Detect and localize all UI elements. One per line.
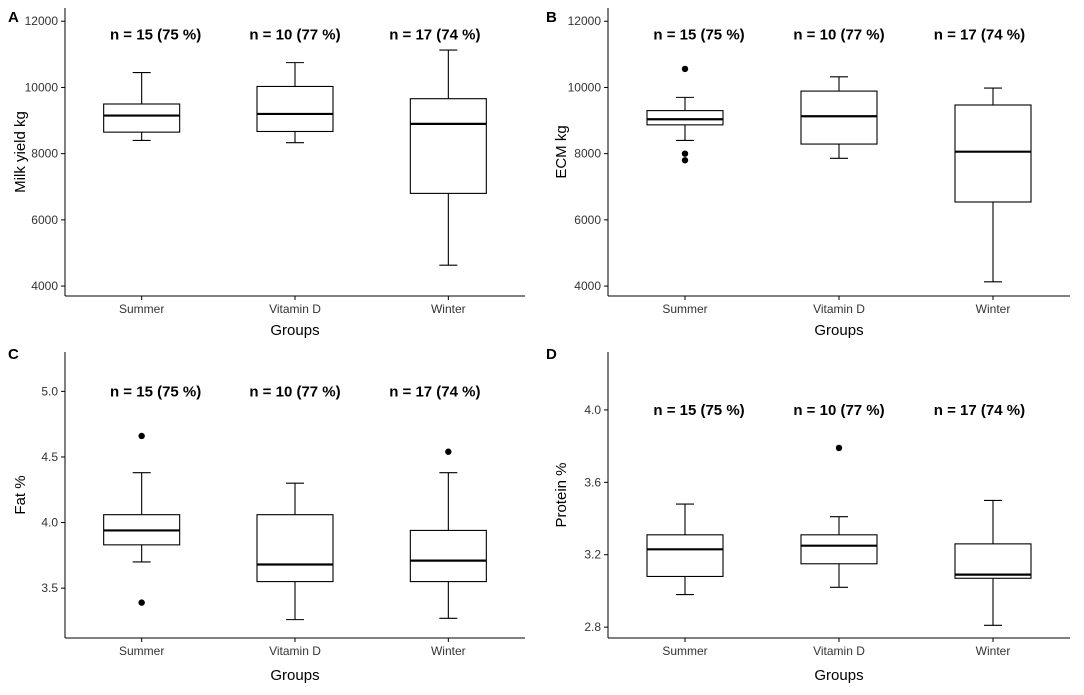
y-axis-title: Protein % <box>553 462 570 527</box>
iqr-box <box>954 543 1032 579</box>
panel-a: A 4000 6000 8000 10000 12000 Summer Vitamin D Wi… <box>8 8 525 339</box>
y-tick-label: 4.0 <box>584 403 601 417</box>
box-summer <box>103 432 181 606</box>
box-vitamin-d <box>256 62 334 144</box>
sample-size-annotation: n = 10 (77 %) <box>793 26 884 43</box>
box-vitamin-d <box>256 482 334 621</box>
x-tick-label: Vitamin D <box>269 302 321 316</box>
box-winter <box>409 49 487 266</box>
sample-size-annotation: n = 15 (75 %) <box>653 402 744 419</box>
sample-size-annotation: n = 17 (74 %) <box>389 383 480 400</box>
sample-size-annotation: n = 17 (74 %) <box>934 26 1025 43</box>
panel-b: B 4000 6000 8000 10000 12000 Summer Vitamin D Wi… <box>546 8 1070 339</box>
box-winter <box>954 87 1032 283</box>
y-tick-label: 8000 <box>31 147 58 161</box>
x-axis-title: Groups <box>270 322 319 339</box>
y-tick-label: 10000 <box>568 80 602 94</box>
y-axis-title: Milk yield kg <box>12 111 29 193</box>
outlier-point <box>138 432 145 440</box>
iqr-box <box>646 534 724 578</box>
y-tick-label: 12000 <box>25 14 59 28</box>
x-tick-label: Summer <box>662 302 707 316</box>
iqr-box <box>409 529 487 583</box>
x-axis-title: Groups <box>814 322 863 339</box>
y-tick-label: 3.2 <box>584 548 601 562</box>
box-summer <box>103 72 181 141</box>
y-tick-label: 4000 <box>574 279 601 293</box>
iqr-box <box>409 98 487 194</box>
x-tick-label: Winter <box>431 302 466 316</box>
outlier-point <box>138 599 145 606</box>
outlier-point <box>681 65 689 73</box>
iqr-box <box>103 103 181 133</box>
panel-letter: C <box>8 346 19 363</box>
y-tick-label: 3.6 <box>584 475 601 489</box>
y-axis-title: Fat % <box>12 475 29 514</box>
x-tick-label: Summer <box>119 644 164 658</box>
panel-letter: B <box>546 9 557 26</box>
x-tick-label: Summer <box>662 644 707 658</box>
x-axis-title: Groups <box>814 667 863 684</box>
x-tick-label: Winter <box>976 644 1011 658</box>
sample-size-annotation: n = 17 (74 %) <box>934 402 1025 419</box>
y-tick-label: 6000 <box>31 213 58 227</box>
y-tick-label: 3.5 <box>41 581 58 595</box>
x-axis-title: Groups <box>270 667 319 684</box>
sample-size-annotation: n = 15 (75 %) <box>110 26 201 43</box>
iqr-box <box>800 90 878 145</box>
panel-d: D 2.8 3.2 3.6 4.0 Summer Vitamin D Winter Groups… <box>546 346 1070 684</box>
box-summer <box>646 503 724 596</box>
y-tick-label: 8000 <box>574 147 601 161</box>
x-tick-label: Vitamin D <box>813 302 865 316</box>
y-tick-label: 2.8 <box>584 620 601 634</box>
panel-letter: A <box>8 9 19 26</box>
y-tick-label: 10000 <box>25 80 59 94</box>
box-winter <box>954 499 1032 626</box>
iqr-box <box>954 104 1032 203</box>
panel-c: C 3.5 4.0 4.5 5.0 Summer Vitamin D Winter Groups… <box>8 346 525 684</box>
box-summer <box>646 65 724 164</box>
outlier-point <box>681 157 689 164</box>
sample-size-annotation: n = 17 (74 %) <box>389 26 480 43</box>
panel-letter: D <box>546 346 557 363</box>
y-tick-label: 4.5 <box>41 450 58 464</box>
iqr-box <box>800 534 878 565</box>
sample-size-annotation: n = 10 (77 %) <box>793 402 884 419</box>
iqr-box <box>256 514 334 583</box>
y-tick-label: 12000 <box>568 14 602 28</box>
y-axis-title: ECM kg <box>553 125 570 178</box>
x-tick-label: Winter <box>976 302 1011 316</box>
x-tick-label: Vitamin D <box>269 644 321 658</box>
sample-size-annotation: n = 10 (77 %) <box>249 26 340 43</box>
box-vitamin-d <box>800 76 878 159</box>
x-tick-label: Summer <box>119 302 164 316</box>
y-tick-label: 6000 <box>574 213 601 227</box>
y-tick-label: 5.0 <box>41 384 58 398</box>
sample-size-annotation: n = 15 (75 %) <box>110 383 201 400</box>
outlier-point <box>445 448 452 455</box>
sample-size-annotation: n = 10 (77 %) <box>249 383 340 400</box>
y-tick-label: 4.0 <box>41 516 58 530</box>
iqr-box <box>646 110 724 126</box>
box-winter <box>409 448 487 619</box>
outlier-point <box>681 150 689 157</box>
box-vitamin-d <box>800 444 878 588</box>
x-tick-label: Vitamin D <box>813 644 865 658</box>
x-tick-label: Winter <box>431 644 466 658</box>
outlier-point <box>835 444 843 452</box>
y-tick-label: 4000 <box>31 279 58 293</box>
sample-size-annotation: n = 15 (75 %) <box>653 26 744 43</box>
iqr-box <box>256 85 334 133</box>
